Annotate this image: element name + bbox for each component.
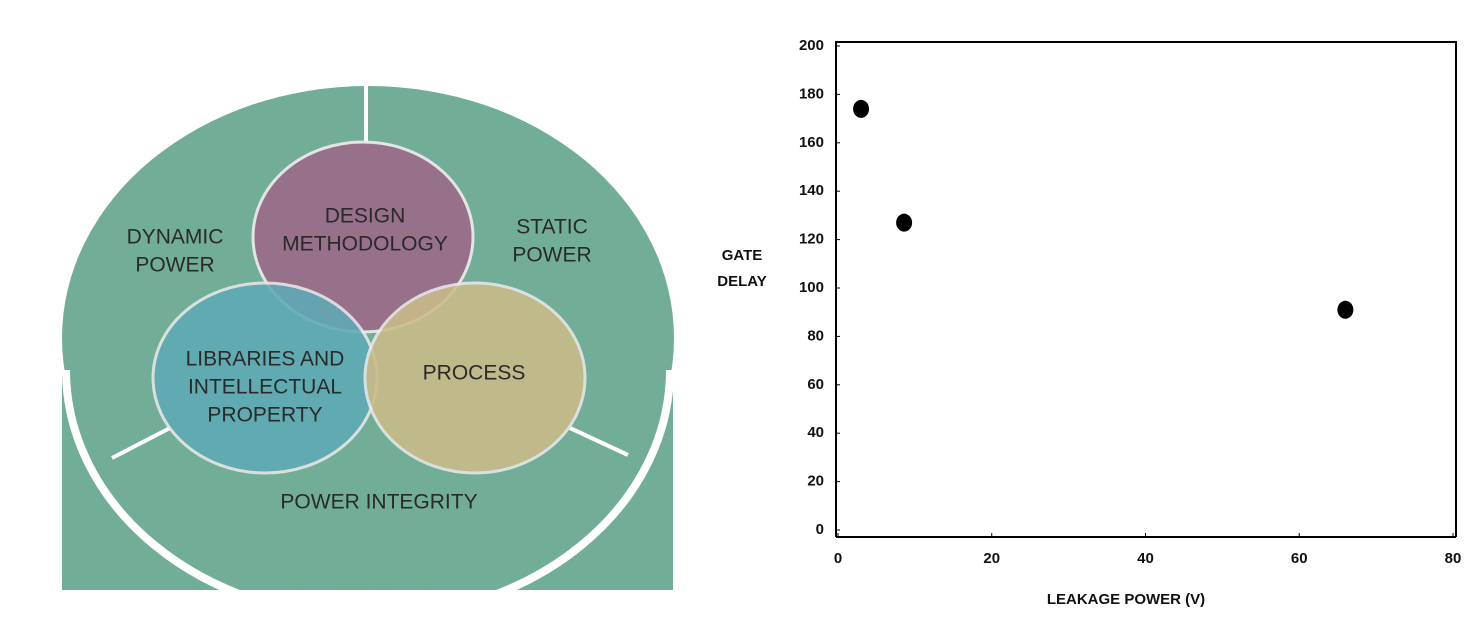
diagram-label: DESIGN <box>325 205 406 228</box>
y-tick-label: 140 <box>799 182 824 199</box>
y-tick-label: 80 <box>807 327 824 344</box>
y-tick-label: 200 <box>799 37 824 54</box>
divider <box>569 426 629 457</box>
scatter-chart: 0 20 40 60 80 100 120 140 160 180 200 0 20 40 60 80 LEAK… <box>717 37 1461 608</box>
diagram-labels: DYNAMIC POWER STATIC POWER DESIGN METHODOLOGY… <box>127 205 592 514</box>
plot-frame <box>835 41 1457 537</box>
y-tick-label: 0 <box>816 521 824 538</box>
y-tick-label: 160 <box>799 134 824 151</box>
x-axis-label: LEAKAGE POWER (V) <box>1047 591 1205 608</box>
diagram-label: POWER <box>135 254 214 277</box>
process-circle <box>363 281 587 475</box>
point <box>853 99 870 118</box>
y-tick-label: 180 <box>799 85 824 102</box>
diagram-label: INTELLECTUAL <box>188 376 342 399</box>
diagram-label: POWER <box>512 244 591 267</box>
x-tick-label: 0 <box>834 550 842 567</box>
x-tick-label: 20 <box>983 550 1000 567</box>
divider <box>111 426 171 460</box>
y-axis-label: DELAY <box>717 273 766 290</box>
x-tick-label: 40 <box>1137 550 1154 567</box>
y-axis-label: GATE <box>722 247 763 264</box>
diagram-label: PROPERTY <box>207 404 322 427</box>
y-tick-label: 100 <box>799 279 824 296</box>
y-tick-label: 60 <box>807 376 824 393</box>
diagram-label: PROCESS <box>423 362 526 385</box>
y-tick-label: 20 <box>807 473 824 490</box>
diagram-label: LIBRARIES AND <box>186 348 345 371</box>
point <box>896 213 913 232</box>
x-tick-label: 60 <box>1291 550 1308 567</box>
diagram-label: DYNAMIC <box>127 226 224 249</box>
outer-ring <box>62 369 674 621</box>
point <box>1337 300 1354 319</box>
y-tick-label: 120 <box>799 231 824 248</box>
diagram-label: METHODOLOGY <box>282 233 448 256</box>
diagram-label: POWER INTEGRITY <box>280 491 477 514</box>
y-tick-label: 40 <box>807 424 824 441</box>
x-tick-label: 80 <box>1445 550 1462 567</box>
venn-diagram <box>62 86 674 621</box>
diagram-label: STATIC <box>516 216 588 239</box>
